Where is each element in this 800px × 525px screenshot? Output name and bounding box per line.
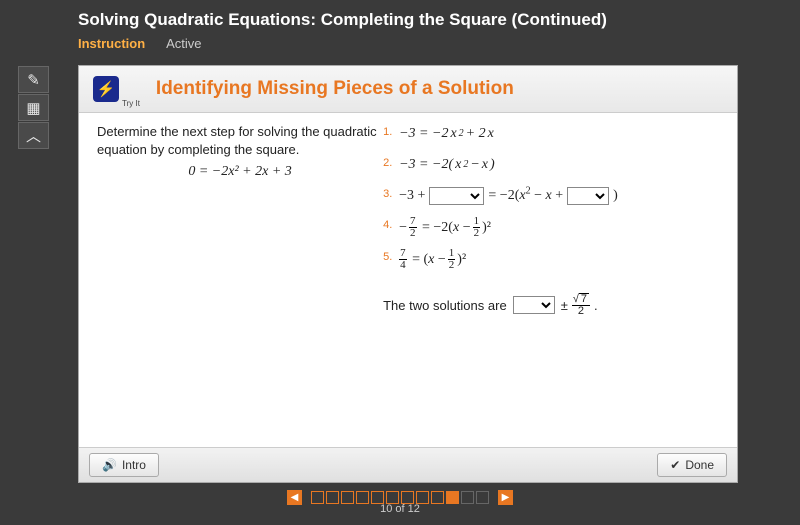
step3-dropdown-2[interactable]	[567, 187, 609, 205]
pager-box-2[interactable]	[326, 491, 339, 504]
panel-header: ⚡ Try It Identifying Missing Pieces of a…	[79, 66, 737, 113]
step-expr: 74 = (x − 12 )²	[399, 248, 466, 271]
pager-box-7[interactable]	[401, 491, 414, 504]
step-expr: −3 + = −2(x2 − x + )	[399, 187, 618, 205]
step-number: 5.	[383, 248, 399, 263]
intro-button[interactable]: 🔊 Intro	[89, 453, 159, 477]
pager-box-11	[461, 491, 474, 504]
step-expr: − 72 = −2(x − 12 )²	[399, 216, 491, 239]
calculator-icon: ▦	[26, 99, 40, 117]
step-number: 3.	[383, 185, 399, 200]
pager: ◀ ▶	[0, 490, 800, 505]
step-4: 4. − 72 = −2(x − 12 )²	[383, 216, 719, 239]
calculator-tool[interactable]: ▦	[18, 94, 49, 121]
step-number: 4.	[383, 216, 399, 231]
pager-next[interactable]: ▶	[498, 490, 513, 505]
pencil-icon: ✎	[27, 71, 40, 89]
tryit-label: Try It	[122, 99, 140, 112]
pager-box-10[interactable]	[446, 491, 459, 504]
pager-wrap: 10 of 12 ◀ ▶	[0, 503, 800, 517]
solutions-line: The two solutions are ± √7 2 .	[383, 293, 719, 317]
step-number: 1.	[383, 123, 399, 138]
tab-instruction[interactable]: Instruction	[78, 36, 145, 51]
speaker-icon: 🔊	[102, 458, 117, 472]
pager-box-6[interactable]	[386, 491, 399, 504]
pager-box-8[interactable]	[416, 491, 429, 504]
panel-title: Identifying Missing Pieces of a Solution	[156, 78, 514, 100]
done-label: Done	[685, 458, 714, 472]
intro-label: Intro	[122, 458, 146, 472]
steps-column: 1. −3 = −2x2 + 2x 2. −3 = −2(x2 − x) 3. …	[383, 123, 719, 447]
pencil-tool[interactable]: ✎	[18, 66, 49, 93]
done-button[interactable]: ✔ Done	[657, 453, 727, 477]
collapse-tool[interactable]: ︿	[18, 122, 49, 149]
pager-boxes	[311, 491, 489, 504]
tool-sidebar: ✎ ▦ ︿	[18, 66, 49, 150]
tab-active[interactable]: Active	[166, 36, 201, 51]
prompt-column: Determine the next step for solving the …	[97, 123, 383, 447]
page-title: Solving Quadratic Equations: Completing …	[78, 10, 800, 30]
prompt-text: Determine the next step for solving the …	[97, 123, 383, 158]
step-expr: −3 = −2x2 + 2x	[399, 126, 494, 142]
pager-box-5[interactable]	[371, 491, 384, 504]
header-tabs: Instruction Active	[78, 36, 800, 51]
panel-footer: 🔊 Intro ✔ Done	[79, 447, 737, 482]
step-2: 2. −3 = −2(x2 − x)	[383, 154, 719, 176]
pager-box-4[interactable]	[356, 491, 369, 504]
arrow-left-icon: ◀	[291, 492, 299, 503]
step-3: 3. −3 + = −2(x2 − x + )	[383, 185, 719, 207]
step-1: 1. −3 = −2x2 + 2x	[383, 123, 719, 145]
pager-box-3[interactable]	[341, 491, 354, 504]
step-5: 5. 74 = (x − 12 )²	[383, 248, 719, 271]
content-panel: ⚡ Try It Identifying Missing Pieces of a…	[78, 65, 738, 483]
pager-prev[interactable]: ◀	[287, 490, 302, 505]
chevron-up-icon: ︿	[26, 125, 41, 146]
solutions-dropdown[interactable]	[513, 296, 555, 314]
pager-box-12	[476, 491, 489, 504]
step-number: 2.	[383, 154, 399, 169]
pager-box-1[interactable]	[311, 491, 324, 504]
solutions-label: The two solutions are	[383, 298, 507, 313]
pager-box-9[interactable]	[431, 491, 444, 504]
tryit-icon: ⚡	[93, 76, 119, 102]
page-header: Solving Quadratic Equations: Completing …	[0, 0, 800, 51]
panel-body: Determine the next step for solving the …	[79, 113, 737, 447]
given-equation: 0 = −2x² + 2x + 3	[97, 164, 383, 180]
step-expr: −3 = −2(x2 − x)	[399, 157, 495, 173]
arrow-right-icon: ▶	[502, 492, 510, 503]
step3-dropdown-1[interactable]	[429, 187, 484, 205]
check-icon: ✔	[670, 458, 680, 472]
